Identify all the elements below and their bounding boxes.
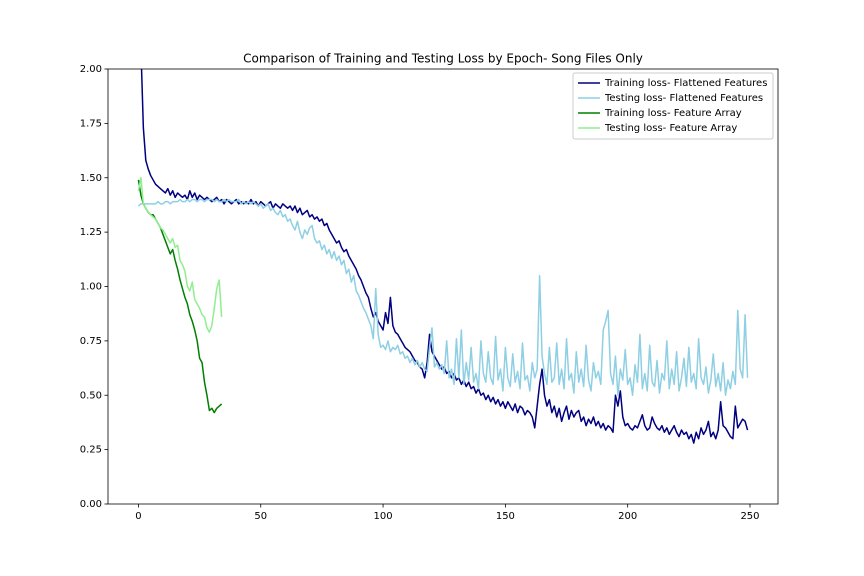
legend-label: Testing loss- Feature Array	[604, 123, 737, 134]
series-line	[137, 179, 223, 414]
series-line	[137, 177, 223, 333]
y-tick-label: 1.00	[80, 282, 102, 293]
y-tick-label: 2.00	[80, 64, 102, 75]
y-tick-label: 1.75	[80, 118, 102, 129]
y-tick-label: 0.50	[80, 390, 102, 401]
y-tick-label: 0.75	[80, 336, 102, 347]
legend-label: Testing loss- Flattened Features	[604, 93, 763, 104]
y-tick-label: 1.50	[80, 173, 102, 184]
x-tick-label: 200	[618, 511, 637, 522]
y-tick-label: 1.25	[80, 227, 102, 238]
series-line	[137, 198, 749, 396]
x-tick-label: 100	[374, 511, 393, 522]
legend-label: Training loss- Flattened Features	[604, 78, 767, 89]
legend-box	[572, 72, 774, 140]
y-tick-label: 0.00	[80, 499, 102, 510]
plot-lines	[137, 69, 749, 444]
x-tick-label: 150	[496, 511, 515, 522]
y-tick-label: 0.25	[80, 445, 102, 456]
x-tick-label: 0	[135, 511, 141, 522]
x-tick-label: 250	[740, 511, 759, 522]
legend-label: Training loss- Feature Array	[604, 108, 742, 119]
chart-title: Comparison of Training and Testing Loss …	[243, 52, 643, 66]
x-tick-label: 50	[254, 511, 267, 522]
